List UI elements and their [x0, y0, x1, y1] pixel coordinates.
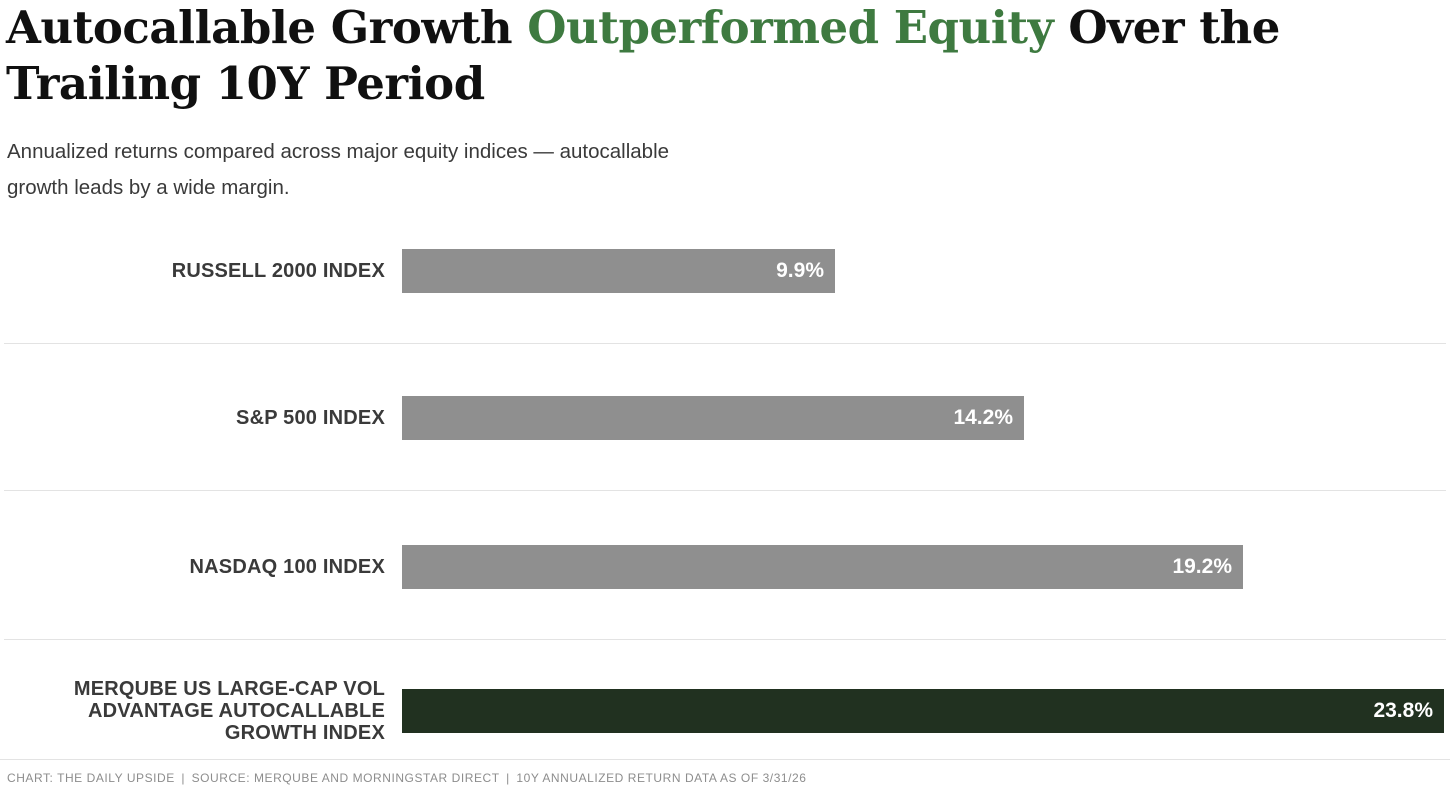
category-label: MERQUBE US LARGE-CAP VOL ADVANTAGE AUTOCA… [74, 678, 385, 744]
chart-row: S&P 500 INDEX 14.2% [0, 396, 1450, 440]
category-label-line: NASDAQ 100 INDEX [189, 556, 385, 578]
bar-value-label: 19.2% [1172, 555, 1232, 578]
title-highlight: Outperformed Equity [527, 1, 1054, 54]
title-text-1: Autocallable Growth [6, 1, 513, 54]
category-label: RUSSELL 2000 INDEX [172, 260, 385, 282]
category-label: NASDAQ 100 INDEX [190, 556, 385, 578]
page-title: Autocallable Growth Outperformed Equity … [6, 0, 1280, 112]
category-label-line: RUSSELL 2000 INDEX [171, 260, 385, 282]
title-text-2: Over the [1068, 1, 1280, 54]
bar: 19.2% [402, 545, 1243, 589]
category-label-line: ADVANTAGE AUTOCALLABLE [88, 700, 385, 722]
category-label-line: MERQUBE US LARGE-CAP VOL [73, 678, 385, 700]
chart-subtitle: Annualized returns compared across major… [7, 134, 669, 206]
category-label-line: GROWTH INDEX [224, 722, 385, 744]
title-text-3: Trailing 10Y Period [6, 57, 485, 110]
category-label: S&P 500 INDEX [236, 407, 385, 429]
category-label-line: S&P 500 INDEX [236, 407, 385, 429]
subtitle-line-1: Annualized returns compared across major… [7, 140, 670, 163]
footer-credits: CHART: THE DAILY UPSIDE | SOURCE: MERQUB… [7, 771, 807, 785]
row-divider [4, 343, 1446, 344]
bar-value-label: 9.9% [776, 259, 824, 282]
chart-row: RUSSELL 2000 INDEX 9.9% [0, 249, 1450, 293]
bar-value-label: 23.8% [1373, 699, 1433, 722]
chart-row: NASDAQ 100 INDEX 19.2% [0, 545, 1450, 589]
bar: 9.9% [402, 249, 835, 293]
row-divider [4, 639, 1446, 640]
bar-value-label: 14.2% [953, 406, 1013, 429]
subtitle-line-2: growth leads by a wide margin. [7, 176, 290, 199]
chart-row: MERQUBE US LARGE-CAP VOL ADVANTAGE AUTOCA… [0, 678, 1450, 744]
bar: 14.2% [402, 396, 1024, 440]
footer-divider [0, 759, 1450, 760]
bar: 23.8% [402, 689, 1444, 733]
row-divider [4, 490, 1446, 491]
